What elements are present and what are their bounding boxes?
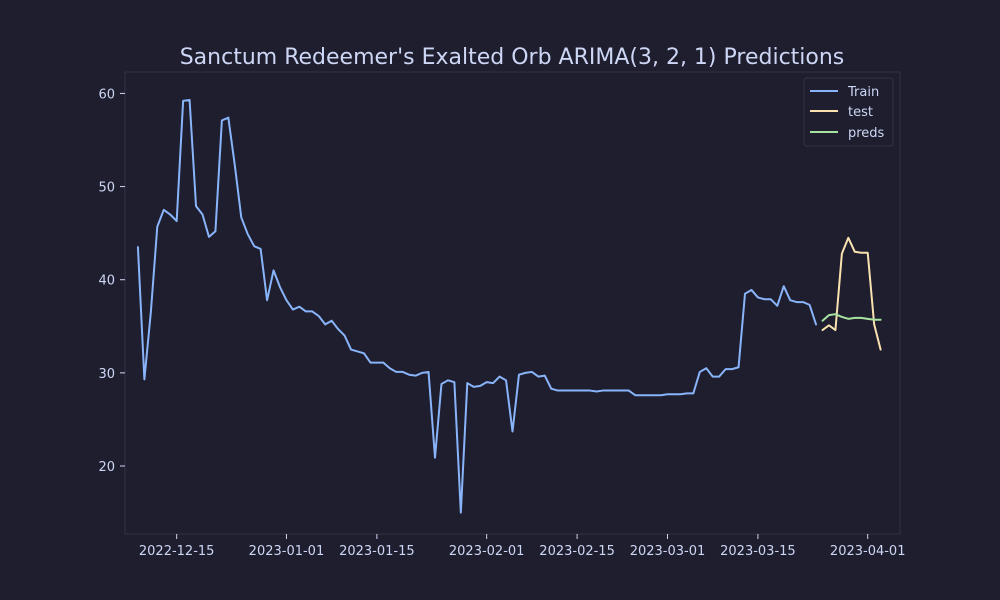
legend-label-train: Train [847, 85, 879, 100]
x-tick-label: 2023-02-15 [539, 544, 615, 559]
series-line-preds [821, 313, 882, 322]
x-tick-label: 2022-12-15 [139, 544, 215, 559]
y-tick-label: 20 [98, 460, 115, 475]
y-tick-label: 40 [98, 274, 115, 289]
y-tick-label: 60 [98, 87, 115, 102]
series-layer [136, 98, 882, 514]
legend-box [803, 77, 894, 147]
y-axis: 20 30 40 50 60 [98, 87, 125, 475]
legend-label-test: test [848, 105, 873, 120]
x-tick-label: 2023-03-15 [720, 544, 796, 559]
x-tick-label: 2023-03-01 [630, 544, 706, 559]
x-tick-label: 2023-04-01 [830, 544, 906, 559]
series-line-test [821, 236, 882, 351]
chart-title: Sanctum Redeemer's Exalted Orb ARIMA(3, … [180, 45, 845, 70]
x-tick-label: 2023-01-15 [339, 544, 415, 559]
legend-label-preds: preds [848, 126, 885, 141]
y-tick-label: 50 [98, 181, 115, 196]
legend: Train test preds [803, 77, 894, 147]
x-axis: 2022-12-15 2023-01-01 2023-01-15 2023-02-01… [139, 534, 906, 559]
x-tick-label: 2023-02-01 [449, 544, 525, 559]
plot-area [124, 71, 901, 535]
x-tick-label: 2023-01-01 [249, 544, 325, 559]
series-line-train [136, 98, 818, 514]
y-tick-label: 30 [98, 367, 115, 382]
